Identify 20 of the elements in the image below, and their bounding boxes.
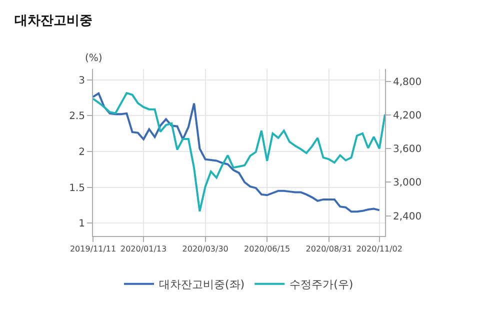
- x-tick-label: 2020/08/31: [306, 244, 352, 254]
- y-tick-label: 2.5: [69, 111, 85, 122]
- y2-tick-label: 3,600: [393, 144, 422, 156]
- y2-tick-label: 4,200: [393, 110, 422, 122]
- chart-title: 대차잔고비중: [14, 14, 93, 29]
- legend-label: 수정주가(우): [290, 278, 354, 292]
- x-tick-label: 2020/11/02: [356, 244, 402, 254]
- y-tick-label: 3: [78, 75, 85, 86]
- y2-tick-label: 3,000: [393, 178, 422, 189]
- x-tick-label: 2020/06/15: [244, 244, 290, 254]
- legend-label: 대차잔고비중(좌): [159, 278, 245, 292]
- x-tick-label: 2019/11/11: [70, 244, 116, 254]
- y-axis-title: (%): [85, 53, 102, 64]
- y2-tick-label: 4,800: [393, 76, 422, 88]
- y-tick-label: 2: [78, 146, 85, 158]
- y-tick-label: 1.5: [69, 182, 85, 194]
- y2-tick-label: 2,400: [393, 211, 422, 222]
- x-tick-label: 2020/03/30: [182, 244, 228, 254]
- y-tick-label: 1: [78, 218, 85, 230]
- x-tick-label: 2020/01/13: [120, 244, 167, 254]
